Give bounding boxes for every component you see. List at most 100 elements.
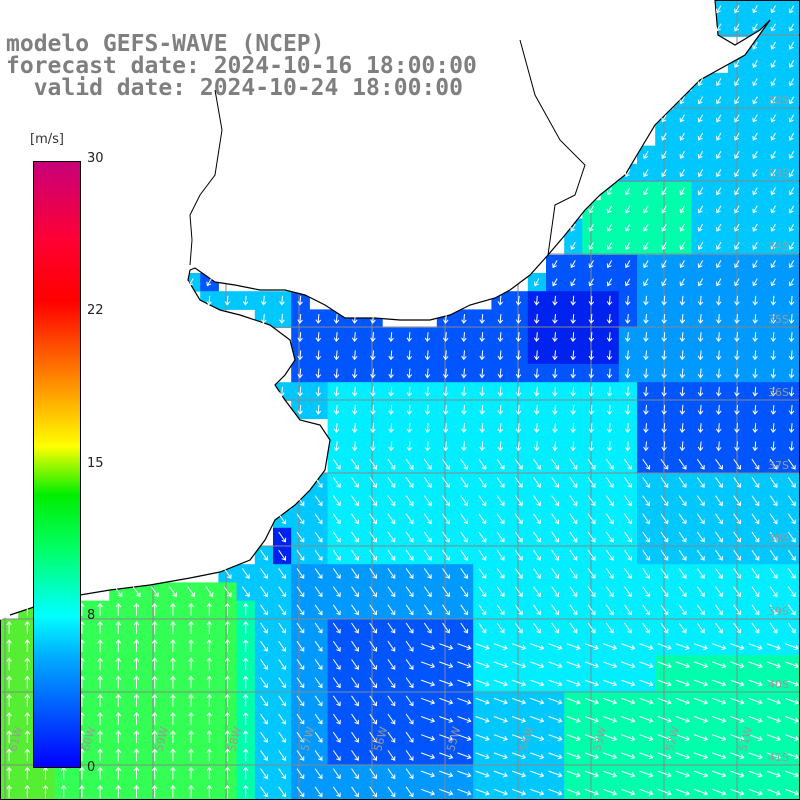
- wind-arrow: [696, 568, 705, 579]
- wind-arrow-shaft: [351, 750, 359, 761]
- wind-arrow-shaft: [789, 260, 795, 268]
- wind-arrow-head: [752, 301, 758, 306]
- wind-arrow-shaft: [790, 350, 793, 360]
- wind-arrow-shaft: [675, 788, 690, 795]
- wind-arrow: [788, 114, 795, 123]
- wind-arrow-head: [716, 117, 721, 123]
- wind-arrow-shaft: [752, 169, 758, 177]
- wind-arrow: [496, 495, 505, 507]
- wind-arrow-shaft: [278, 640, 286, 652]
- wind-arrow-head: [679, 301, 686, 306]
- wind-arrow: [60, 784, 67, 798]
- wind-arrow: [533, 604, 541, 616]
- wind-arrow-head: [466, 790, 472, 796]
- wind-arrow: [151, 766, 158, 780]
- wind-arrow: [602, 679, 618, 687]
- wind-arrow: [569, 495, 578, 507]
- wind-arrow-shaft: [771, 59, 776, 68]
- wind-arrow-shaft: [517, 423, 520, 433]
- latitude-label: 39S: [768, 605, 789, 618]
- wind-arrow-head: [521, 790, 527, 796]
- wind-arrow-head: [242, 675, 249, 681]
- wind-arrow-shaft: [351, 495, 359, 506]
- wind-arrow-head: [685, 699, 690, 705]
- wind-arrow: [697, 96, 704, 105]
- wind-arrow-head: [409, 701, 414, 707]
- wind-arrow: [734, 5, 740, 14]
- wind-arrow: [242, 657, 249, 671]
- wind-arrow-head: [206, 301, 212, 306]
- wind-arrow-shaft: [314, 677, 323, 688]
- wind-arrow: [533, 295, 540, 306]
- wind-arrow-shaft: [536, 386, 538, 396]
- wind-arrow: [424, 350, 431, 361]
- wind-arrow: [569, 568, 578, 579]
- wind-arrow-shaft: [663, 368, 666, 378]
- wind-arrow-shaft: [369, 695, 377, 706]
- wind-arrow-shaft: [536, 313, 538, 324]
- wind-arrow-head: [318, 537, 323, 543]
- wind-arrow: [770, 404, 777, 415]
- wind-arrow: [788, 41, 795, 50]
- wind-arrow: [170, 675, 176, 689]
- wind-arrow: [514, 495, 523, 507]
- wind-arrow-shaft: [408, 423, 411, 433]
- wind-arrow: [475, 679, 490, 687]
- wind-arrow: [242, 766, 249, 780]
- wind-arrow-head: [679, 190, 685, 196]
- wind-arrow-head: [734, 154, 740, 159]
- wind-arrow-shaft: [698, 278, 704, 286]
- wind-arrow-shaft: [263, 313, 265, 324]
- wind-arrow-shaft: [734, 96, 740, 104]
- wind-arrow: [679, 423, 686, 434]
- wind-arrow: [675, 734, 690, 742]
- wind-arrow-head: [679, 410, 686, 415]
- wind-arrow-shaft: [208, 295, 211, 305]
- wind-arrow-head: [625, 263, 630, 269]
- wind-arrow: [787, 531, 796, 543]
- wind-arrow: [679, 260, 685, 269]
- wind-arrow: [279, 386, 285, 397]
- wind-arrow-head: [281, 756, 287, 761]
- wind-arrow-shaft: [335, 386, 338, 396]
- wind-arrow: [530, 716, 545, 723]
- wind-arrow-shaft: [442, 531, 450, 543]
- wind-arrow-head: [424, 355, 431, 361]
- wind-arrow: [661, 332, 667, 343]
- wind-arrow: [734, 278, 740, 287]
- wind-arrow-head: [24, 693, 31, 699]
- wind-arrow: [387, 713, 396, 725]
- wind-arrow-shaft: [693, 734, 708, 740]
- wind-arrow: [693, 770, 709, 778]
- wind-arrow-head: [734, 172, 740, 178]
- wind-arrow-shaft: [314, 549, 323, 561]
- wind-arrow-head: [773, 592, 778, 598]
- wind-arrow-shaft: [351, 513, 359, 524]
- wind-arrow: [697, 423, 704, 434]
- wind-arrow: [751, 604, 760, 616]
- wind-arrow: [405, 659, 414, 670]
- wind-arrow-shaft: [536, 404, 538, 415]
- wind-arrow: [296, 659, 305, 670]
- wind-arrow-shaft: [642, 513, 650, 524]
- wind-arrow-head: [591, 610, 596, 616]
- wind-arrow-head: [336, 555, 341, 561]
- wind-arrow: [534, 278, 540, 287]
- wind-arrow-head: [115, 693, 122, 699]
- wind-arrow-shaft: [372, 368, 374, 378]
- wind-arrow-shaft: [693, 643, 708, 649]
- wind-arrow-head: [648, 735, 654, 742]
- wind-arrow-head: [463, 464, 469, 470]
- wind-arrow-shaft: [589, 241, 594, 250]
- wind-arrow: [766, 716, 781, 723]
- wind-arrow: [734, 205, 740, 214]
- wind-arrow: [439, 752, 454, 760]
- wind-arrow: [730, 734, 745, 742]
- wind-arrow-shaft: [332, 713, 341, 725]
- wind-arrow: [296, 695, 305, 707]
- wind-arrow-shaft: [372, 404, 374, 415]
- wind-arrow-shaft: [675, 716, 690, 722]
- wind-arrow-shaft: [789, 187, 795, 195]
- wind-arrow-head: [503, 681, 508, 687]
- wind-arrow-head: [263, 665, 268, 670]
